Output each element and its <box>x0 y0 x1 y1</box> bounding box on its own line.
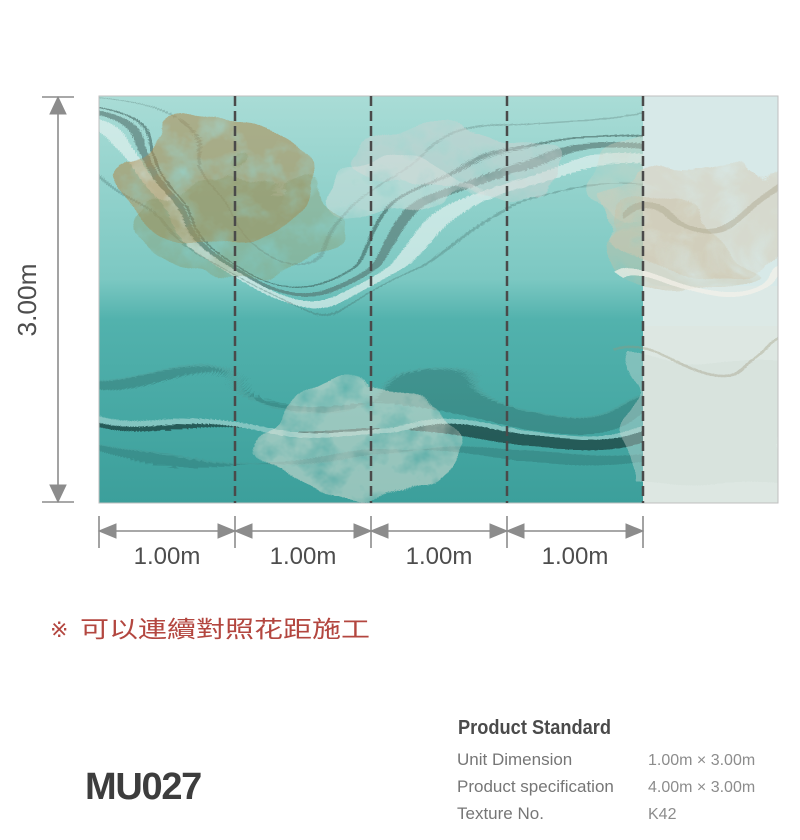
svg-text:1.00m × 3.00m: 1.00m × 3.00m <box>648 752 755 769</box>
svg-text:K42: K42 <box>648 806 677 823</box>
svg-text:Product Standard: Product Standard <box>458 717 611 739</box>
svg-text:可以連續對照花距施工: 可以連續對照花距施工 <box>80 616 370 642</box>
svg-text:1.00m: 1.00m <box>542 543 609 570</box>
svg-text:1.00m: 1.00m <box>270 543 337 570</box>
svg-text:Texture No.: Texture No. <box>457 804 544 823</box>
svg-text:3.00m: 3.00m <box>12 264 42 337</box>
svg-text:Product specification: Product specification <box>457 777 614 796</box>
svg-text:※: ※ <box>50 617 68 642</box>
svg-text:4.00m × 3.00m: 4.00m × 3.00m <box>648 779 755 796</box>
svg-text:MU027: MU027 <box>85 766 201 808</box>
svg-text:1.00m: 1.00m <box>134 543 201 570</box>
svg-text:Unit Dimension: Unit Dimension <box>457 750 572 769</box>
svg-text:1.00m: 1.00m <box>406 543 473 570</box>
